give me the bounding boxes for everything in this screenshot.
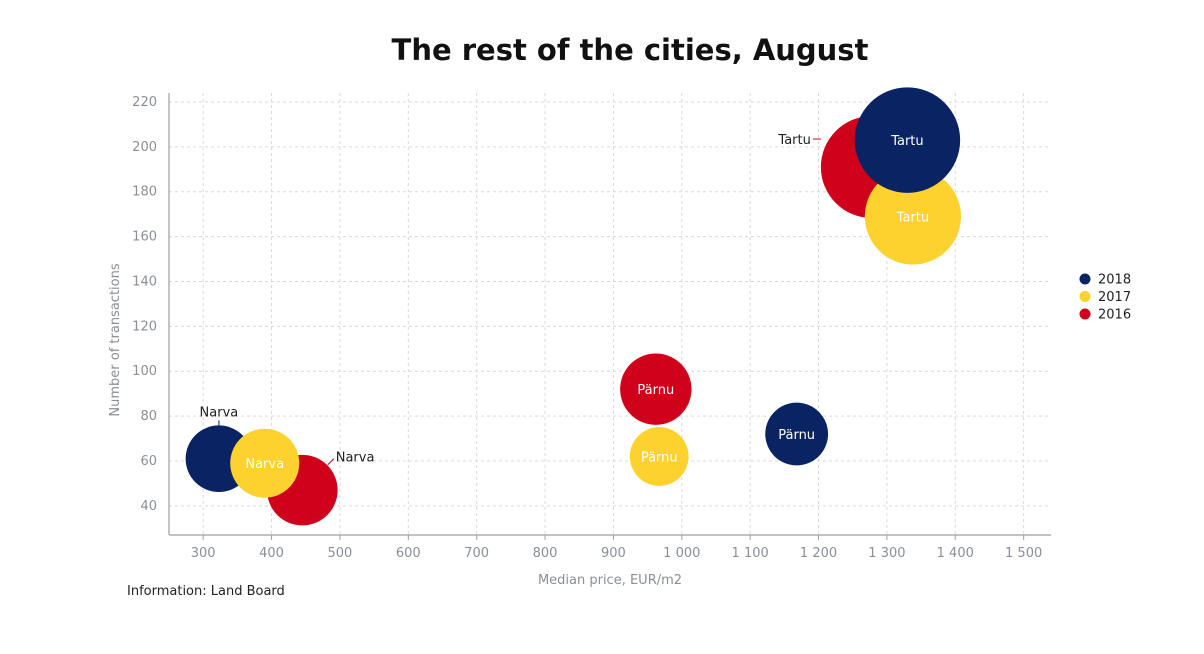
x-tick-label: 1 000 [663, 546, 700, 561]
bubble-label-parnu-2016: Pärnu [637, 383, 674, 398]
x-axis-label: Median price, EUR/m2 [538, 573, 682, 588]
bubble-labels: Narva Narva Narva Pärnu Pärnu Pärnu Tartu Tartu… [200, 133, 930, 472]
x-tick-label: 1 100 [732, 546, 769, 561]
x-tick-label: 1 500 [1005, 546, 1042, 561]
chart-title: The rest of the cities, August [392, 33, 869, 67]
bubble-tartu-2017 [864, 168, 961, 265]
bubble-narva-2017 [230, 428, 300, 498]
legend: 2018 2017 2016 [1079, 273, 1131, 323]
bubble-label-narva-2016: Narva [336, 451, 375, 466]
y-tick-label: 40 [140, 499, 157, 514]
y-tick-label: 200 [132, 140, 157, 155]
y-tick-label: 80 [140, 409, 157, 424]
x-tick-label: 900 [601, 546, 626, 561]
bubble-label-parnu-2017: Pärnu [641, 450, 678, 465]
x-tick-label: 1 300 [868, 546, 905, 561]
y-tick-label: 100 [132, 364, 157, 379]
y-tick-label: 160 [132, 230, 157, 245]
y-tick-label: 220 [132, 95, 157, 110]
x-tick-label: 1 200 [800, 546, 837, 561]
x-tick-label: 700 [464, 546, 489, 561]
bubble-label-narva-2018: Narva [200, 405, 239, 420]
bubble-label-tartu-2018: Tartu [890, 134, 923, 149]
source-note: Information: Land Board [127, 584, 285, 599]
y-tick-label: 180 [132, 185, 157, 200]
legend-marker-2018 [1079, 273, 1091, 285]
y-tick-label: 60 [140, 454, 157, 469]
bubble-parnu-2017 [629, 427, 689, 486]
bubble-tartu-2018 [854, 87, 961, 193]
x-tick-label: 500 [328, 546, 353, 561]
legend-marker-2017 [1079, 291, 1091, 302]
bubble-label-parnu-2018: Pärnu [778, 428, 815, 443]
bubble-label-tartu-2016: Tartu [777, 133, 810, 148]
x-tick-label: 600 [396, 546, 421, 561]
bubble-label-narva-2017: Narva [245, 457, 284, 472]
y-axis-label: Number of transactions [108, 263, 123, 416]
legend-label-2018: 2018 [1098, 273, 1131, 288]
label-connector [327, 458, 335, 466]
legend-marker-2016 [1079, 308, 1091, 320]
x-tick-label: 800 [533, 546, 558, 561]
x-tick-label: 400 [259, 546, 284, 561]
legend-label-2016: 2016 [1098, 308, 1131, 323]
x-tick-label: 300 [191, 546, 216, 561]
y-tick-label: 120 [132, 319, 157, 334]
bubble-label-tartu-2017: Tartu [896, 210, 929, 225]
bubble-parnu-2018 [765, 402, 829, 466]
x-tick-label: 1 400 [937, 546, 974, 561]
bubbles [185, 87, 961, 526]
bubble-parnu-2016 [620, 353, 692, 425]
y-tick-label: 140 [132, 274, 157, 289]
legend-label-2017: 2017 [1098, 290, 1131, 305]
axes: 300 400 500 600 700 800 900 1 000 1 100 1 200 1 30… [132, 93, 1051, 561]
